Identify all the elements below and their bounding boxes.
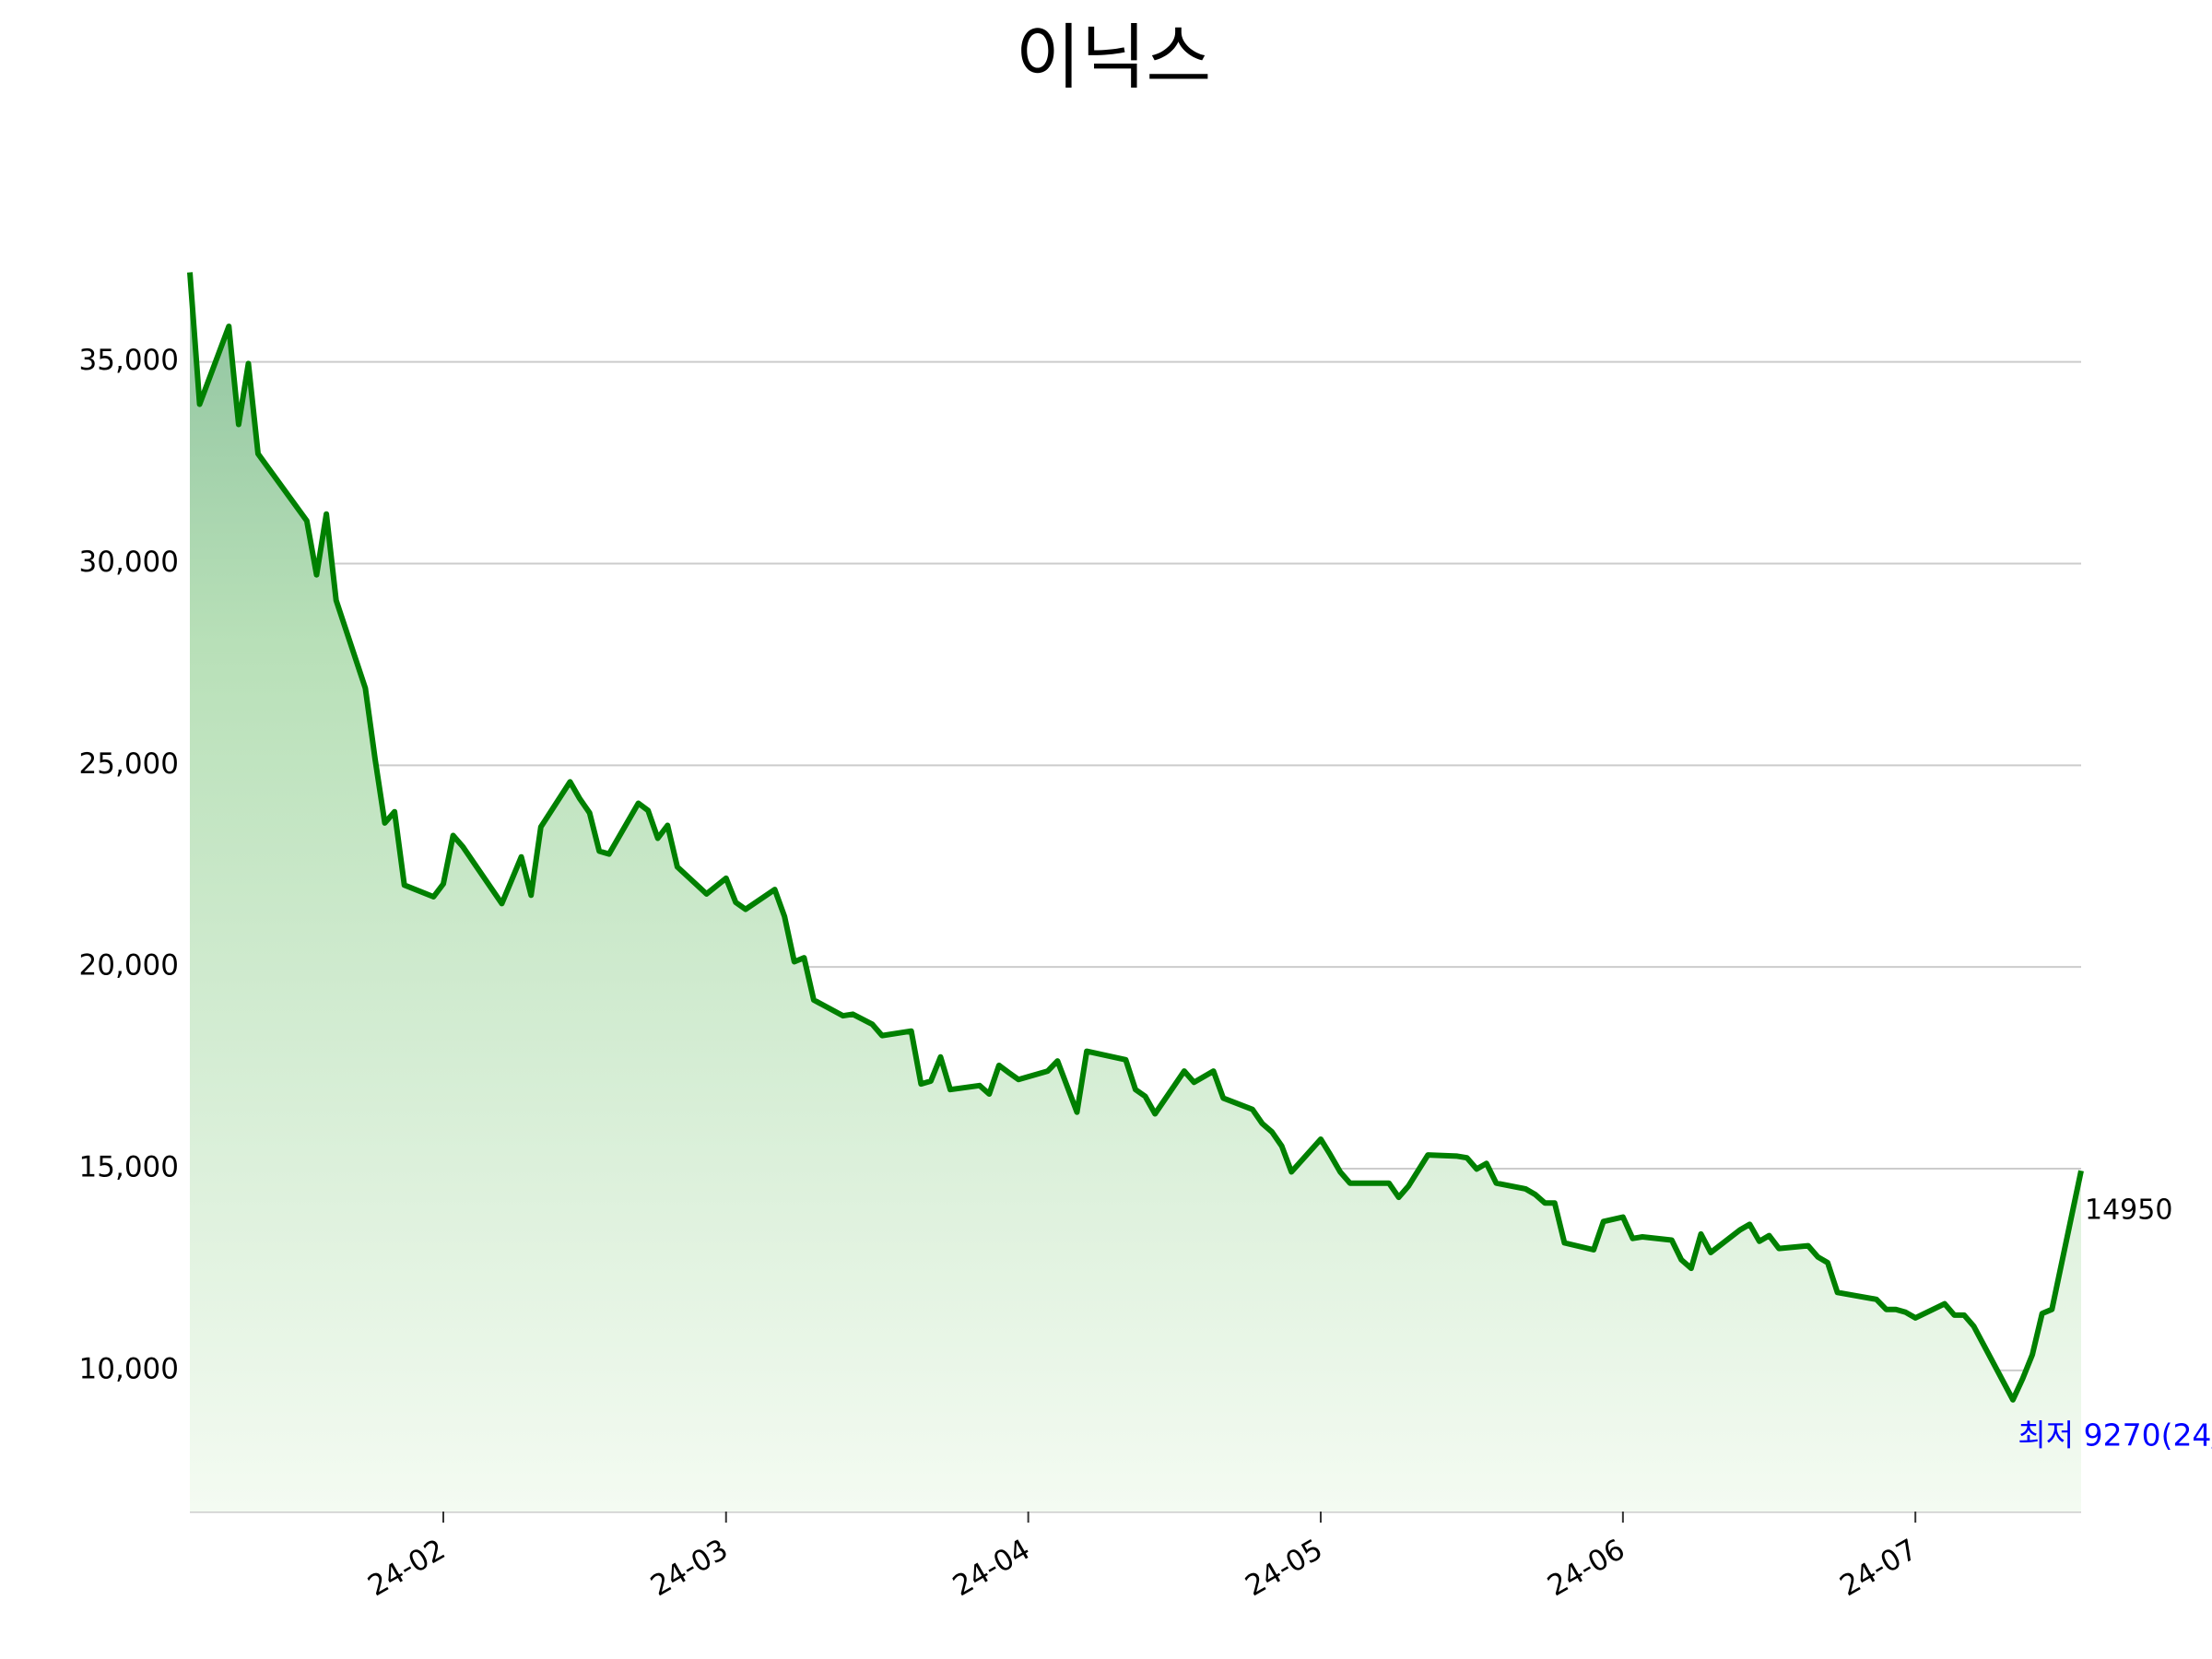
end-label: 14950 [2085, 1194, 2172, 1227]
min-label: 최저 9270(24/08/05) [2018, 1417, 2212, 1453]
chart-title: 이닉스 [1016, 18, 1212, 100]
x-tick-label: 24-03 [645, 1533, 734, 1603]
area [190, 272, 2081, 1512]
y-tick-label: 35,000 [79, 344, 179, 377]
y-tick-label: 25,000 [79, 747, 179, 781]
x-tick-label: 24-06 [1542, 1533, 1630, 1603]
y-tick-label: 20,000 [79, 949, 179, 982]
x-tick-label: 24-05 [1240, 1533, 1328, 1603]
y-tick-label: 15,000 [79, 1150, 179, 1183]
x-tick-label: 24-07 [1834, 1533, 1923, 1603]
y-tick-label: 30,000 [79, 546, 179, 579]
y-tick-label: 10,000 [79, 1352, 179, 1385]
x-tick-label: 24-02 [362, 1533, 451, 1603]
x-tick-label: 24-04 [947, 1533, 1036, 1603]
line [187, 272, 2084, 1403]
